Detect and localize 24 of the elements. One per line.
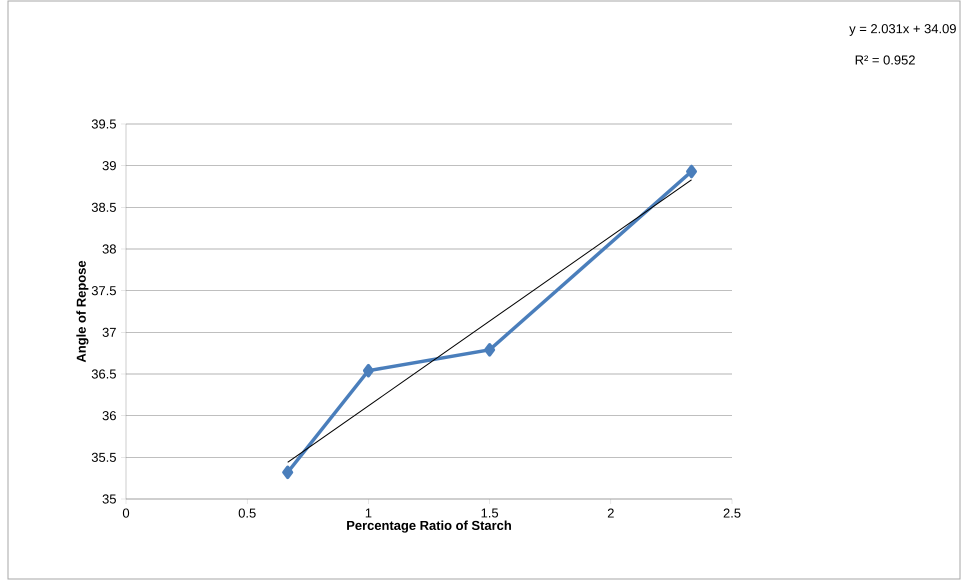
y-tick-label: 39.5 (92, 119, 116, 129)
y-tick-label: 37 (102, 328, 116, 337)
point (362, 364, 374, 378)
point (484, 343, 496, 357)
y-tick-label: 38 (102, 244, 116, 254)
x-tick-label: 1.5 (482, 508, 498, 518)
x-tick-label: 0.5 (238, 508, 256, 518)
x-tick-label: 2.5 (724, 508, 740, 518)
y-tick-label: 36 (102, 411, 116, 420)
x-tick-label: 1 (366, 508, 372, 518)
y-tick-label: 39 (102, 161, 116, 170)
text: R² = 0.952 (856, 55, 915, 65)
y-tick-label: 38.5 (92, 202, 116, 212)
y-tick-label: 35 (102, 494, 116, 504)
x-tick-label: 0 (122, 508, 130, 518)
x-axis-title: Percentage Ratio of Starch (347, 520, 511, 533)
y-tick-label: 37.5 (92, 286, 116, 296)
y-tick-label: 36.5 (92, 369, 116, 379)
y-axis-title: Angle of Repose (76, 260, 88, 362)
text: y = 2.031x + 34.09 (849, 24, 956, 36)
point (282, 466, 294, 480)
x-tick-label: 2 (608, 508, 614, 518)
point (686, 164, 698, 178)
y-tick-label: 35.5 (92, 452, 116, 462)
